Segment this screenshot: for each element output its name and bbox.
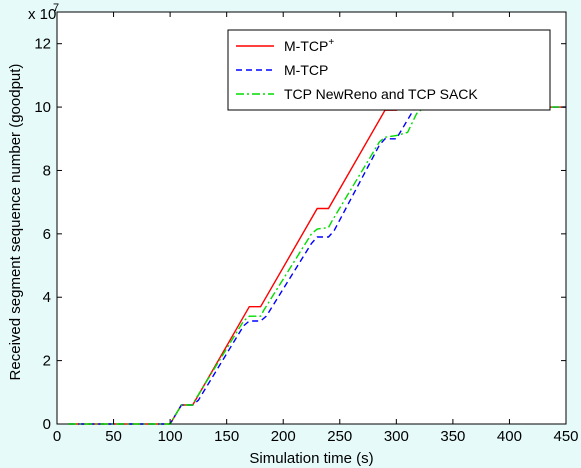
y-multiplier-label: x 10 xyxy=(28,6,56,23)
y-tick-label: 12 xyxy=(34,36,51,53)
x-tick-label: 250 xyxy=(327,428,352,445)
y-multiplier: x 10 7 xyxy=(28,2,59,23)
y-multiplier-exponent: 7 xyxy=(53,2,59,14)
x-tick-label: 150 xyxy=(214,428,239,445)
legend-label-2: M-TCP xyxy=(284,62,328,78)
x-axis-label: Simulation time (s) xyxy=(249,450,373,467)
series-line-2 xyxy=(68,106,566,425)
x-tick-label: 200 xyxy=(271,428,296,445)
legend-box xyxy=(227,29,551,111)
legend-items: M-TCP+ M-TCP TCP NewReno and TCP SACK xyxy=(236,37,478,102)
series-line-3 xyxy=(68,106,566,425)
ticks-group: 0 50 100 150 200 250 300 350 400 450 0 2 4 6 8 10 12 xyxy=(34,12,579,445)
x-tick-label: 0 xyxy=(53,428,61,445)
x-tick-label: 50 xyxy=(105,428,122,445)
y-axis-label: Received segment sequence number (goodpu… xyxy=(7,64,24,381)
x-tick-label: 400 xyxy=(497,428,522,445)
y-tick-label: 8 xyxy=(43,162,51,179)
y-tick-label: 2 xyxy=(43,353,51,370)
x-tick-label: 100 xyxy=(158,428,183,445)
x-tick-label: 350 xyxy=(440,428,465,445)
y-tick-label: 4 xyxy=(43,289,51,306)
y-tick-label: 0 xyxy=(43,416,51,433)
x-tick-label: 300 xyxy=(384,428,409,445)
legend: M-TCP+ M-TCP TCP NewReno and TCP SACK xyxy=(227,29,551,111)
legend-label-1: M-TCP+ xyxy=(284,37,334,54)
legend-label-superscript: + xyxy=(328,37,334,48)
legend-label-3: TCP NewReno and TCP SACK xyxy=(284,86,478,102)
x-tick-label: 450 xyxy=(553,428,578,445)
y-tick-label: 6 xyxy=(43,226,51,243)
y-tick-label: 10 xyxy=(34,99,51,116)
